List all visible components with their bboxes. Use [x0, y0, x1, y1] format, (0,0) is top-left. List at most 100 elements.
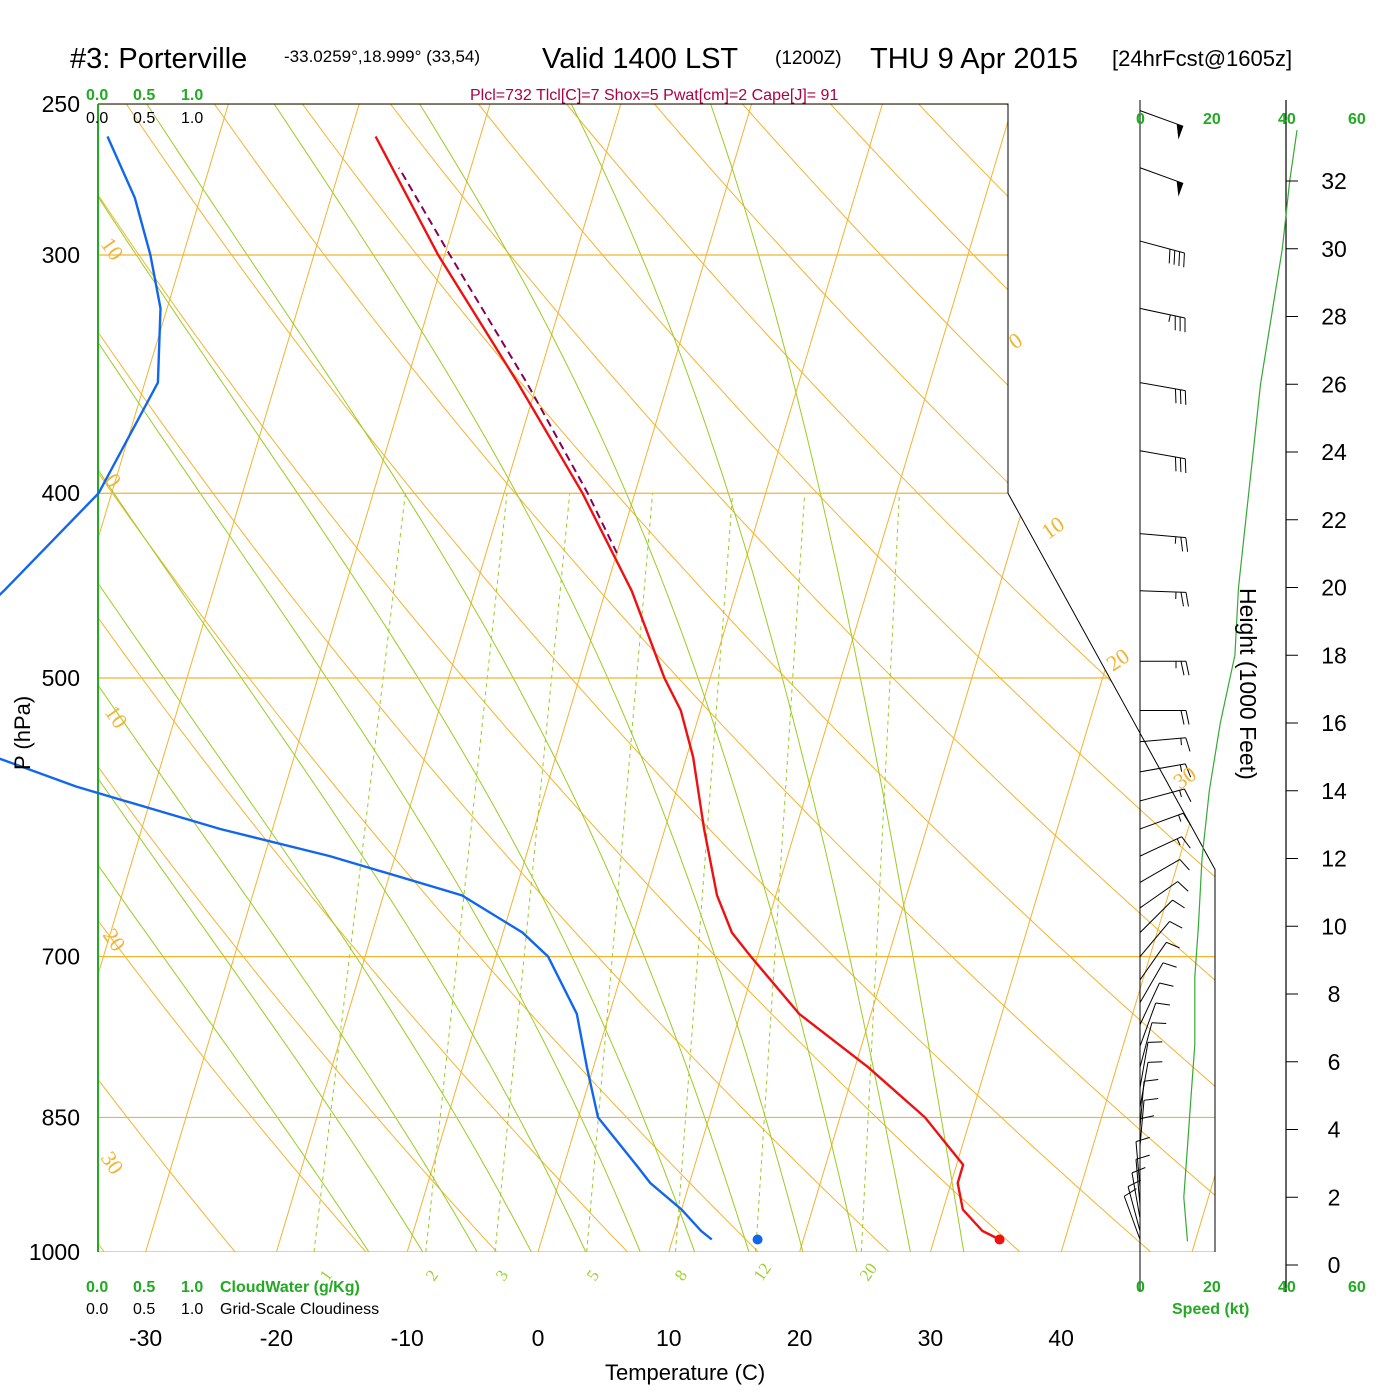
barb-half: [1179, 790, 1182, 798]
isotherm-line: [1060, 104, 1215, 1252]
height-tick-label: 28: [1321, 304, 1347, 330]
moist-adiabat-line: [397, 104, 867, 1252]
barb-staff: [1139, 921, 1170, 957]
wind-barb: [1139, 788, 1192, 802]
isotherm-line: [668, 104, 1070, 1252]
pressure-tick-label: 250: [42, 91, 80, 117]
mixing-ratio-line: [755, 493, 806, 1252]
dry-adiabat-line: [190, 104, 1215, 1252]
barb-staff: [1139, 1042, 1149, 1088]
stability-indices: Plcl=732 Tlcl[C]=7 Shox=5 Pwat[cm]=2 Cap…: [470, 87, 838, 104]
barb-staff: [1139, 881, 1178, 909]
station-coords: -33.0259°,18.999° (33,54): [284, 47, 480, 66]
barb-full: [1127, 1179, 1142, 1188]
wind-barb: [1139, 941, 1180, 981]
cloudiness-scale-bottom-0: 0.0: [86, 1301, 108, 1318]
barb-staff: [1139, 1002, 1157, 1047]
barb-staff: [1139, 110, 1184, 127]
wind-barb: [1139, 836, 1191, 857]
dry-adiabat-line: [1147, 104, 1215, 1252]
pressure-tick-label: 500: [42, 665, 80, 691]
speed-tick-top-20: 20: [1203, 111, 1221, 128]
plot-frame: [97, 100, 1287, 1292]
dry-adiabat-line: [98, 104, 668, 1252]
dry-adiabat-line: [98, 104, 402, 1252]
dry-adiabat-line: [98, 104, 270, 1252]
wind-barb: [1140, 709, 1190, 725]
barb-full: [1180, 537, 1184, 552]
barb-full: [1135, 1154, 1150, 1160]
barb-staff: [1123, 1196, 1141, 1240]
wind-barb: [1139, 110, 1184, 140]
moist-adiabat-line: [98, 104, 605, 1252]
wind-barb: [1139, 737, 1191, 752]
isotherm-line: [98, 104, 416, 1252]
wind-barb: [1139, 858, 1190, 883]
mixing-ratio-label: 8: [671, 1266, 691, 1284]
iso-label-10-right: 10: [1037, 511, 1069, 544]
station-title: #3: Porterville: [70, 43, 247, 75]
dry-adiabat-line: [625, 104, 1215, 1252]
isotherm-line: [1191, 104, 1215, 1252]
surface-temperature-dot: [994, 1234, 1005, 1245]
cloudwater-scale-top-2: 1.0: [181, 87, 203, 104]
temperature-tick-label: -10: [391, 1325, 424, 1351]
pressure-tick-label: 1000: [29, 1239, 80, 1265]
barb-staff: [1139, 167, 1184, 184]
barb-staff: [1135, 1159, 1141, 1206]
dry-adiabat-line: [538, 104, 1215, 1252]
wind-barb: [1140, 660, 1190, 676]
iso-label-10-upper: 10: [96, 233, 129, 265]
barb-full: [1174, 456, 1177, 472]
barb-full: [1174, 388, 1177, 404]
mixing-ratio-line: [860, 493, 900, 1252]
moist-adiabat-line: [124, 104, 762, 1252]
barb-full: [1180, 661, 1185, 676]
barb-full: [1177, 881, 1189, 892]
barb-half: [1174, 536, 1177, 544]
height-tick-label: 12: [1321, 846, 1347, 872]
mixing-ratio-line: [494, 493, 571, 1252]
height-tick-label: 20: [1321, 575, 1347, 601]
temperature-tick-label: 20: [787, 1325, 813, 1351]
barb-full: [1147, 1061, 1163, 1063]
barb-full: [1179, 389, 1182, 405]
cloudwater-scale-top-1: 0.5: [133, 87, 155, 104]
barb-full: [1183, 252, 1185, 268]
barb-staff: [1139, 982, 1160, 1025]
speed-tick-top-40: 40: [1278, 111, 1296, 128]
barb-staff: [1139, 812, 1184, 830]
surface-dewpoint-dot: [752, 1234, 763, 1245]
barb-staff: [1139, 941, 1167, 981]
pressure-tick-label: 700: [42, 944, 80, 970]
barb-staff: [1139, 533, 1186, 539]
barb-full: [1151, 1022, 1167, 1025]
moist-adiabat-line: [251, 104, 815, 1252]
dry-adiabat-line: [712, 104, 1215, 1252]
barb-full: [1185, 537, 1189, 552]
barb-full: [1185, 661, 1190, 676]
barb-staff: [1139, 307, 1186, 319]
moist-adiabat-line: [98, 104, 710, 1252]
dry-adiabat-line: [0, 70, 4, 1292]
wind-barb: [1139, 1041, 1163, 1088]
temperature-tick-label: -20: [260, 1325, 293, 1351]
dry-adiabat-line: [364, 104, 1215, 1252]
barb-half: [1179, 764, 1183, 772]
wind-barb: [1139, 450, 1187, 474]
temperature-tick-label: 30: [918, 1325, 944, 1351]
barb-full: [1180, 592, 1184, 607]
height-tick-label: 10: [1321, 913, 1347, 939]
moist-adiabat-line: [98, 104, 658, 1252]
height-axis-label: Height (1000 Feet): [1235, 588, 1261, 780]
barb-staff: [1139, 962, 1164, 1003]
wind-speed-panel: [1183, 130, 1298, 1242]
wind-barb: [1139, 982, 1174, 1025]
barb-staff: [1139, 590, 1186, 593]
barb-full: [1184, 458, 1187, 474]
height-tick-label: 30: [1321, 236, 1347, 262]
valid-time: Valid 1400 LST: [542, 43, 738, 75]
wind-barb: [1139, 962, 1177, 1003]
